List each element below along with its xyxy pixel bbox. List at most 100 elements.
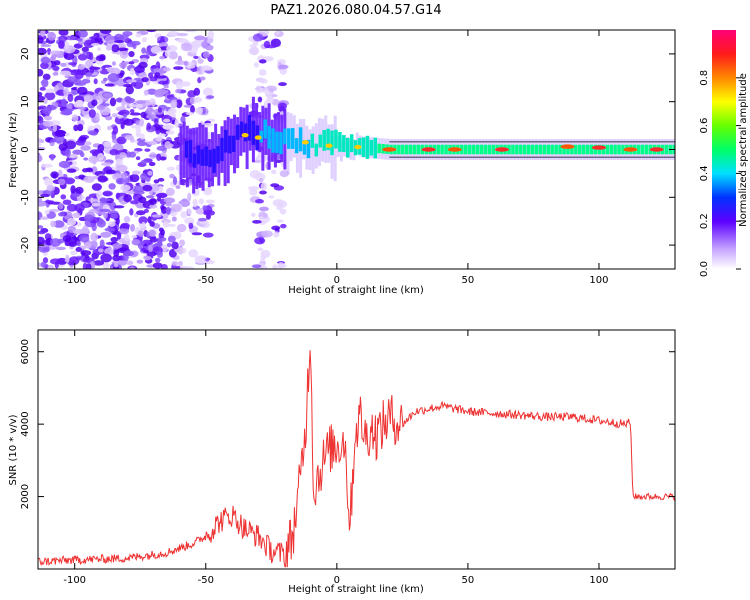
heatmap-noise-cell	[140, 111, 147, 119]
heatmap-noise-cell	[181, 43, 193, 52]
heatmap-noise-cell	[88, 130, 98, 136]
heatmap-noise-cell	[60, 110, 73, 116]
heatmap-noise-cell	[72, 149, 84, 155]
heatmap-noise-cell	[104, 247, 114, 256]
heatmap-noise-cell	[157, 107, 163, 113]
heatmap-noise-cell	[40, 43, 52, 48]
heatmap-noise-cell	[107, 125, 113, 131]
ridge-core-cell	[605, 144, 610, 155]
heatmap-noise-cell	[80, 250, 92, 256]
heatmap-noise-cell	[152, 262, 163, 269]
ridge-core-cell	[534, 144, 539, 155]
heatmap-noise-cell	[142, 184, 153, 192]
ridge-peak-cell	[560, 144, 575, 149]
colorbar-tick-label: 0.6	[699, 118, 710, 134]
heatmap-noise-cell	[201, 40, 209, 49]
heatmap-noise-cell	[99, 239, 105, 249]
heatmap-noise-cell	[66, 168, 77, 173]
snr-series-line	[38, 350, 675, 568]
heatmap-noise-cell	[119, 227, 130, 235]
ridge-core-cell	[302, 140, 307, 155]
heatmap-noise-cell	[169, 173, 175, 179]
heatmap-noise-cell	[40, 30, 46, 37]
ridge-core-cell	[530, 144, 535, 155]
heatmap-noise-cell	[66, 104, 73, 109]
heatmap-noise-cell	[146, 122, 152, 131]
heatmap-noise-cell	[89, 149, 102, 155]
heatmap-noise-cell	[85, 59, 94, 68]
top-y-tick-label: -10	[20, 189, 31, 205]
heatmap-noise-cell	[166, 45, 178, 52]
heatmap-noise-cell	[194, 255, 205, 264]
ridge-core-cell	[566, 144, 570, 155]
heatmap-noise-cell	[96, 104, 106, 111]
heatmap-noise-cell	[156, 251, 163, 258]
heatmap-noise-cell	[275, 30, 281, 36]
heatmap-noise-cell	[155, 136, 164, 142]
ridge-peak-cell	[447, 147, 462, 152]
heatmap-noise-cell	[72, 229, 85, 235]
heatmap-noise-cell	[135, 126, 141, 135]
heatmap-noise-cell	[168, 143, 174, 148]
heatmap-noise-cell	[151, 65, 158, 69]
heatmap-noise-cell	[166, 166, 175, 171]
heatmap-noise-cell	[198, 198, 205, 205]
heatmap-noise-cell	[171, 241, 179, 250]
heatmap-noise-cell	[100, 231, 112, 238]
ridge-core-cell	[440, 144, 444, 155]
heatmap-noise-cell	[176, 223, 187, 233]
heatmap-noise-cell	[39, 86, 46, 91]
colorbar-tick-label: 0.8	[699, 70, 710, 86]
heatmap-noise-cell	[89, 65, 95, 74]
heatmap-noise-cell	[105, 45, 113, 51]
heatmap-noise-cell	[163, 118, 171, 123]
heatmap-noise-cell	[98, 218, 104, 225]
heatmap-noise-cell	[62, 199, 72, 205]
heatmap-noise-cell	[262, 213, 269, 219]
heatmap-noise-cell	[186, 63, 196, 69]
heatmap-noise-cell	[207, 30, 215, 39]
heatmap-noise-cell	[147, 170, 153, 176]
heatmap-noise-cell	[104, 35, 115, 45]
ridge-core-cell	[188, 139, 193, 164]
ridge-core-cell	[479, 144, 484, 155]
ridge-core-cell	[208, 149, 212, 168]
heatmap-noise-cell	[206, 95, 215, 99]
heatmap-noise-cell	[260, 254, 266, 263]
heatmap-noise-cell	[184, 30, 197, 33]
ridge-core-cell	[491, 144, 496, 155]
heatmap-noise-cell	[195, 207, 206, 215]
heatmap-noise-cell	[193, 35, 206, 41]
heatmap-noise-cell	[122, 113, 128, 118]
heatmap-noise-cell	[47, 31, 57, 41]
heatmap-noise-cell	[141, 36, 147, 43]
ridge-core-cell	[487, 144, 492, 155]
heatmap-noise-cell	[100, 253, 112, 263]
heatmap-noise-cell	[90, 43, 101, 47]
colorbar-tick-label: 0.2	[699, 213, 710, 229]
heatmap-noise-cell	[128, 50, 135, 58]
heatmap-noise-cell	[261, 230, 273, 238]
heatmap-noise-cell	[162, 124, 174, 130]
heatmap-noise-cell	[91, 183, 102, 191]
ridge-peak-cell	[354, 144, 362, 150]
heatmap-noise-cell	[74, 203, 85, 213]
heatmap-noise-cell	[38, 95, 45, 102]
heatmap-noise-cell	[205, 258, 210, 262]
heatmap-noise-cell	[184, 217, 195, 225]
heatmap-noise-cell	[102, 262, 110, 269]
heatmap-noise-cell	[123, 250, 135, 257]
ridge-peak-cell	[325, 143, 333, 148]
heatmap-noise-cell	[255, 77, 265, 83]
ridge-core-cell	[542, 144, 547, 155]
heatmap-noise-cell	[38, 115, 44, 124]
top-y-ticks: -20 -10 0 10 20	[20, 48, 675, 253]
heatmap-noise-cell	[141, 221, 146, 230]
top-ylabel: Frequency (Hz)	[8, 112, 19, 188]
heatmap-noise-cell	[119, 49, 129, 59]
heatmap-noise-cell	[147, 141, 158, 145]
heatmap-noise-cell	[102, 191, 112, 197]
heatmap-noise-cell	[130, 40, 141, 46]
heatmap-noise-cell	[95, 96, 102, 101]
